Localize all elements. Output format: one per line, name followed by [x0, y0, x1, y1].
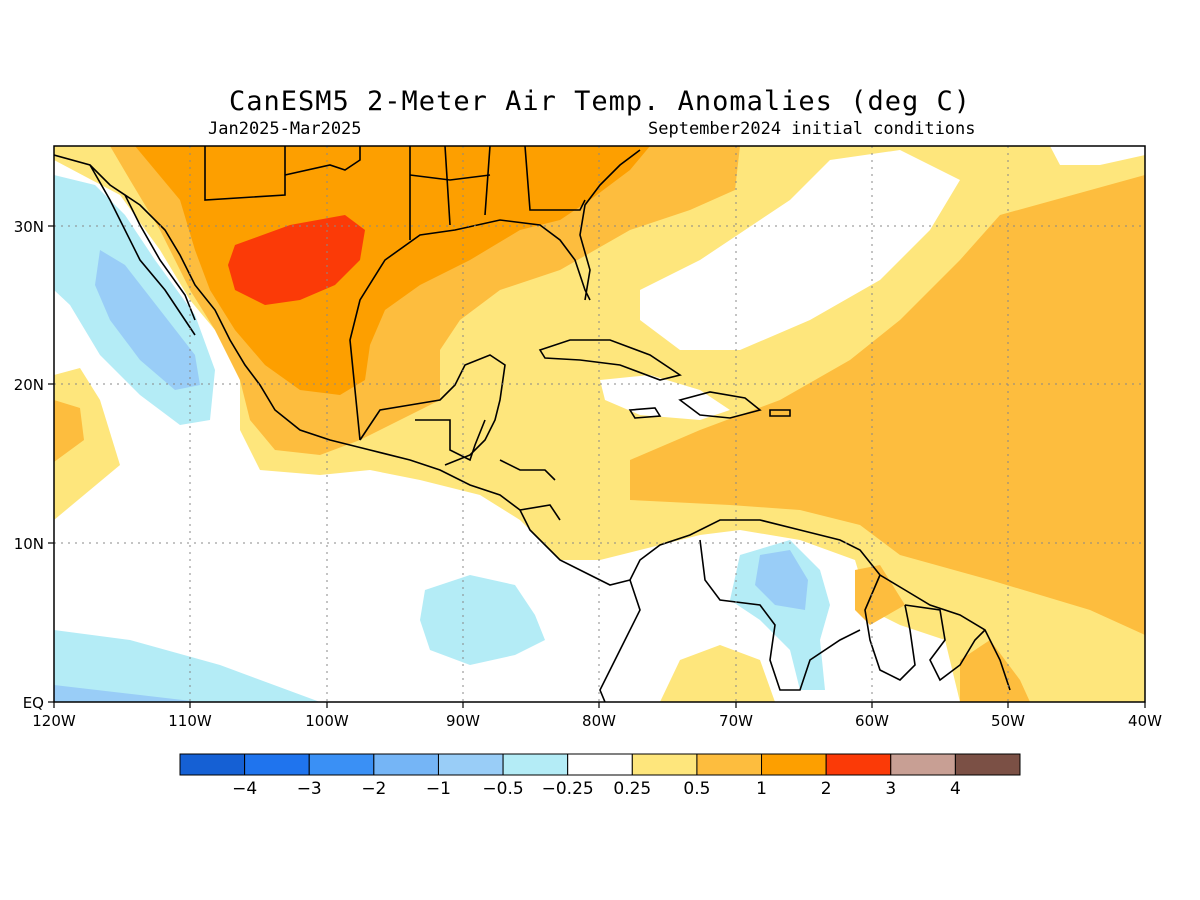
- x-tick-label: 90W: [446, 712, 480, 730]
- x-tick-label: 70W: [719, 712, 753, 730]
- colorbar-swatch: [244, 753, 310, 776]
- warm-anomaly-pacific-west-core: [54, 400, 84, 462]
- colorbar-label: −4: [232, 779, 257, 799]
- tick-marks: [48, 225, 1146, 708]
- warm-anomaly-atlantic: [630, 175, 1145, 635]
- colorbar-label: −2: [361, 779, 386, 799]
- x-tick-label: 50W: [991, 712, 1025, 730]
- colorbar-label: −0.5: [482, 779, 523, 799]
- cold-anomaly-baja-core: [95, 250, 200, 390]
- colorbar-swatch: [761, 753, 827, 776]
- anomaly-field: [54, 146, 1145, 702]
- map-title: CanESM5 2-Meter Air Temp. Anomalies (deg…: [229, 86, 971, 117]
- y-tick-label: EQ: [23, 694, 44, 712]
- x-axis-labels: 120W 110W 100W 90W 80W 70W 60W 50W 40W: [32, 712, 1162, 730]
- colorbar-label: −3: [297, 779, 322, 799]
- coastlines: [54, 146, 1011, 702]
- y-tick-label: 30N: [14, 218, 44, 236]
- colorbar-swatch: [502, 753, 569, 776]
- colorbar-label: 0.25: [613, 779, 651, 799]
- colorbar-swatch: [696, 753, 763, 776]
- initial-conditions: September2024 initial conditions: [648, 119, 976, 139]
- cold-anomaly-sw-core: [54, 685, 200, 702]
- colorbar-swatch: [308, 753, 375, 776]
- x-tick-label: 100W: [305, 712, 349, 730]
- colorbar-label: −1: [426, 779, 451, 799]
- colorbar-swatch: [825, 753, 892, 776]
- y-tick-label: 20N: [14, 376, 44, 394]
- colorbar-swatch: [179, 753, 246, 776]
- neutral-ne: [1050, 146, 1145, 165]
- x-tick-label: 120W: [32, 712, 76, 730]
- colorbar-swatch: [437, 753, 504, 776]
- y-tick-label: 10N: [14, 535, 44, 553]
- x-tick-label: 110W: [168, 712, 212, 730]
- x-tick-label: 60W: [855, 712, 889, 730]
- map-gridlines: [54, 146, 1145, 702]
- warm-anomaly-colombia: [855, 565, 905, 625]
- colorbar-swatch: [954, 753, 1021, 776]
- colorbar-label: −0.25: [542, 779, 594, 799]
- colorbar-label: 1: [756, 779, 767, 799]
- warm-anomaly-guiana: [960, 640, 1030, 702]
- colorbar-swatch: [890, 753, 956, 776]
- colorbar-swatch: [373, 753, 439, 776]
- neutral-atlantic: [640, 150, 960, 350]
- x-tick-label: 40W: [1128, 712, 1162, 730]
- cold-anomaly-venezuela-core: [755, 550, 808, 610]
- colorbar-swatch: [567, 753, 633, 776]
- warm-anomaly-orange: [135, 146, 650, 395]
- cold-anomaly-pacific: [420, 575, 545, 665]
- x-tick-label: 80W: [582, 712, 616, 730]
- warm-anomaly-red: [228, 215, 365, 305]
- colorbar-label: 4: [950, 779, 961, 799]
- colorbar-label: 0.5: [683, 779, 710, 799]
- colorbar-swatch: [631, 753, 698, 776]
- forecast-period: Jan2025-Mar2025: [208, 119, 362, 139]
- warm-anomaly-south-america: [660, 645, 775, 702]
- y-axis-labels: EQ 10N 20N 30N: [14, 218, 44, 712]
- colorbar: −4 −3 −2 −1 −0.5 −0.25 0.25 0.5 1 2 3 4: [179, 753, 1021, 799]
- colorbar-label: 2: [821, 779, 832, 799]
- neutral-caribbean: [600, 375, 730, 420]
- cold-anomaly-sw: [54, 630, 320, 702]
- colorbar-label: 3: [885, 779, 896, 799]
